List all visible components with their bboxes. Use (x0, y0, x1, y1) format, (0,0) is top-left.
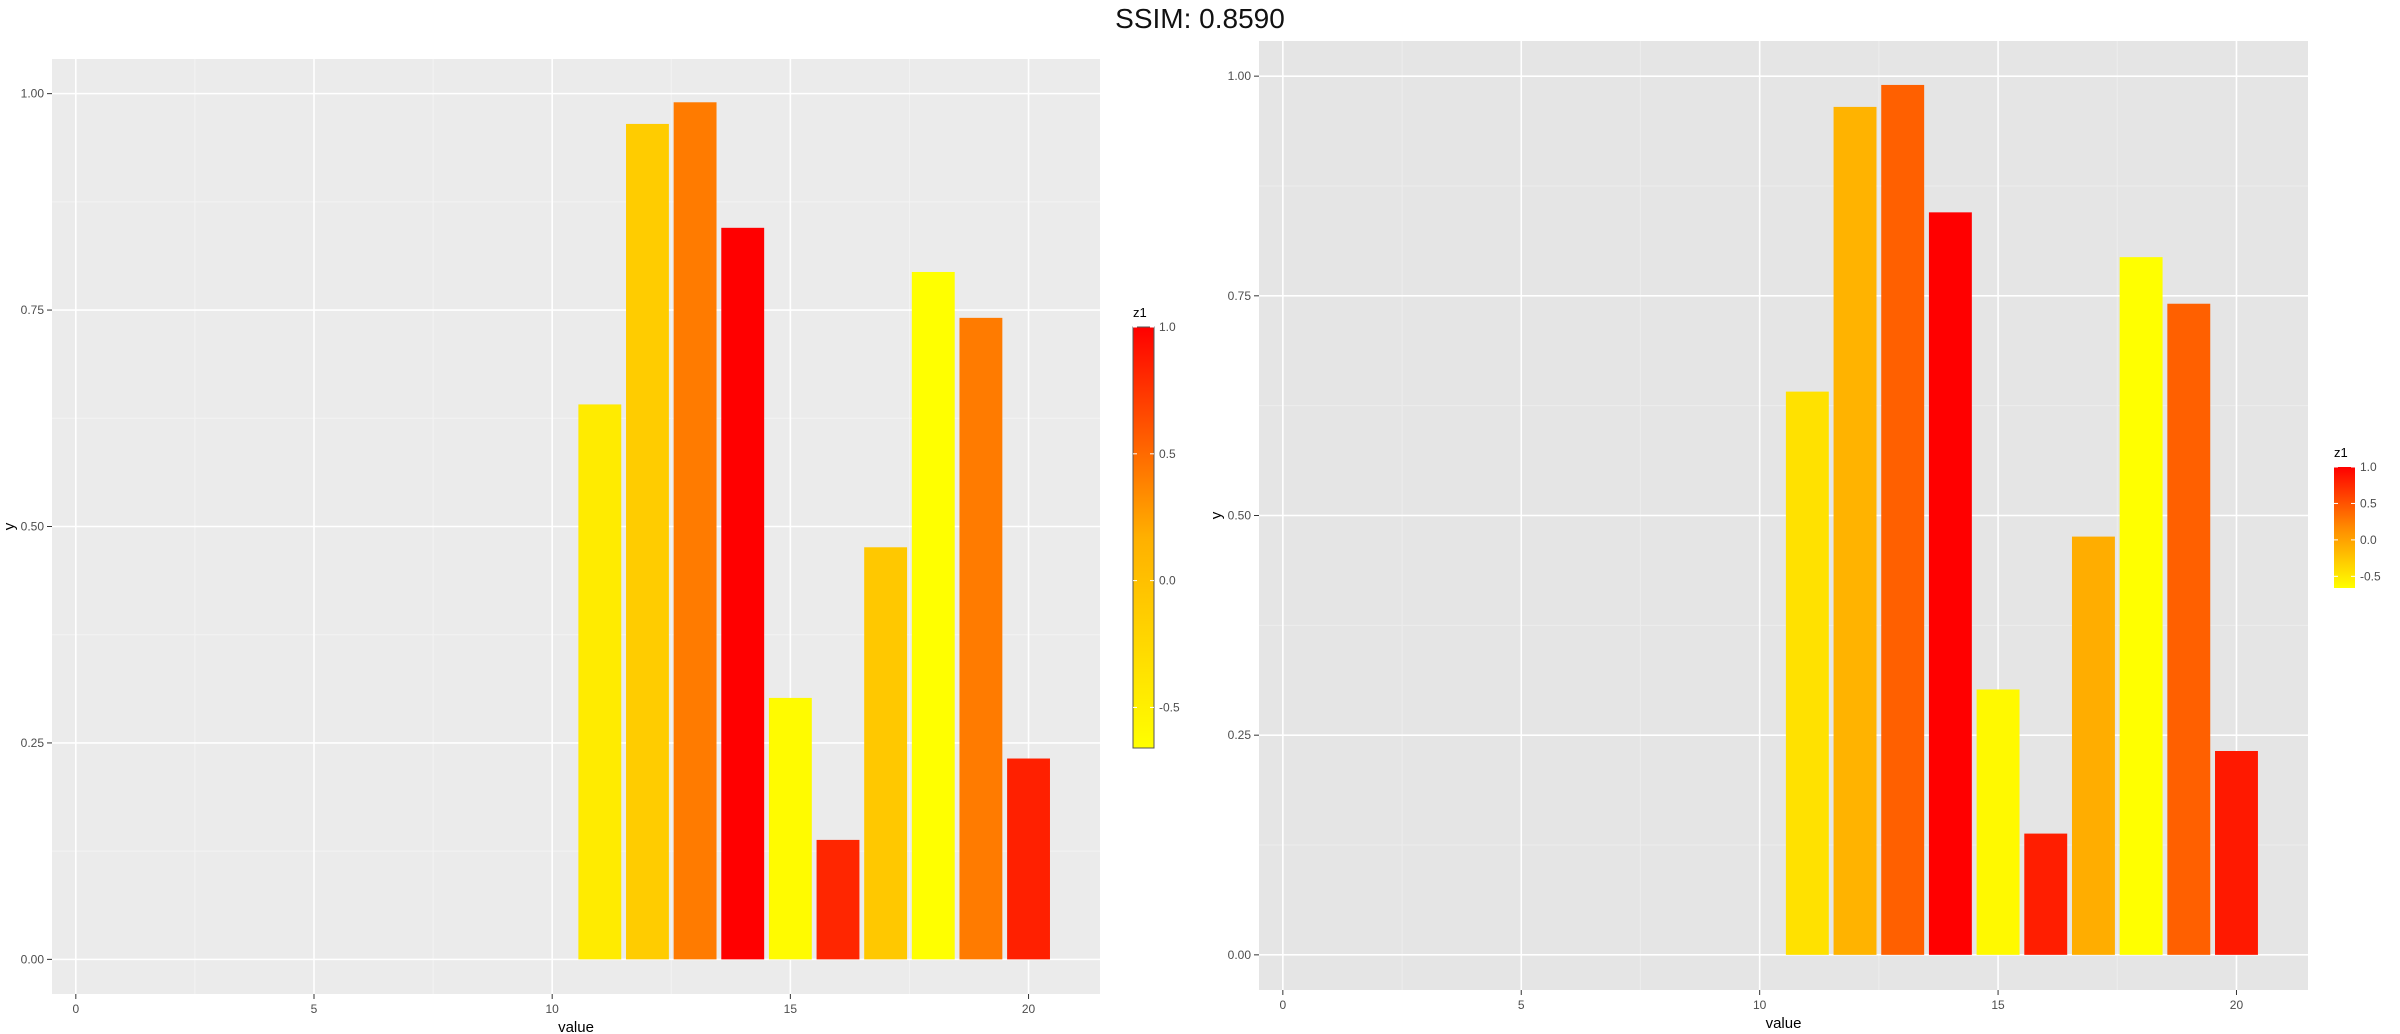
bar-15 (768, 697, 812, 960)
y-tick-label: 0.50 (21, 520, 45, 534)
bar-12 (626, 123, 669, 960)
x-tick-label: 0 (72, 1002, 79, 1016)
y-tick-label: 0.75 (21, 303, 45, 317)
bar-19 (2167, 303, 2211, 955)
bar-14 (1928, 212, 1972, 955)
x-tick-label: 15 (784, 1002, 798, 1016)
x-tick-label: 10 (546, 1002, 560, 1016)
y-tick-label: 0.00 (21, 952, 45, 966)
bar-20 (1007, 758, 1050, 960)
bar-16 (2024, 833, 2068, 955)
y-tick-label: 0.25 (21, 736, 45, 750)
legend-tick-label: 1.0 (2360, 460, 2377, 474)
x-tick-label: 15 (1991, 998, 2005, 1012)
legend-tick-label: -0.5 (1159, 700, 1180, 714)
x-tick-label: 20 (1022, 1002, 1036, 1016)
y-tick-label: 1.00 (21, 87, 45, 101)
legend-colorbar (1132, 326, 1155, 749)
y-tick-label: 0.75 (1228, 289, 1252, 303)
bar-12 (1833, 106, 1877, 955)
bar-14 (721, 227, 765, 960)
x-tick-label: 0 (1279, 998, 1286, 1012)
x-axis-title: value (1766, 1015, 1802, 1032)
x-tick-label: 5 (1518, 998, 1525, 1012)
bar-15 (1976, 689, 2020, 955)
legend-tick-label: 0.0 (1159, 574, 1176, 588)
y-tick-label: 0.00 (1228, 948, 1252, 962)
bar-17 (864, 547, 908, 960)
bar-18 (911, 271, 955, 960)
bar-16 (816, 839, 860, 960)
legend-tick-label: -0.5 (2360, 569, 2381, 583)
y-axis-title: y (1208, 511, 1225, 519)
x-axis-title: value (558, 1019, 594, 1034)
bar-19 (959, 317, 1003, 960)
y-tick-label: 1.00 (1228, 69, 1252, 83)
legend-tick-label: 0.5 (2360, 496, 2377, 510)
x-tick-label: 5 (311, 1002, 318, 1016)
bar-13 (673, 102, 717, 960)
legend-title: z1 (1133, 305, 1147, 320)
bar-18 (2119, 257, 2163, 955)
bar-17 (2071, 536, 2115, 955)
x-tick-label: 20 (2230, 998, 2244, 1012)
legend-tick-label: 1.0 (1159, 320, 1176, 334)
bar-13 (1881, 84, 1925, 955)
bar-20 (2215, 750, 2258, 955)
legend-title: z1 (2334, 445, 2348, 460)
y-tick-label: 0.25 (1228, 728, 1252, 742)
y-tick-label: 0.50 (1228, 509, 1252, 523)
legend-tick-label: 0.0 (2360, 533, 2377, 547)
legend-colorbar (2334, 467, 2355, 588)
bar-11 (578, 404, 622, 960)
x-tick-label: 10 (1753, 998, 1767, 1012)
bar-11 (1785, 391, 1829, 955)
y-axis-title: y (1, 522, 18, 530)
legend-tick-label: 0.5 (1159, 447, 1176, 461)
page-title: SSIM: 0.8590 (1115, 3, 1285, 34)
left-chart: 0 5 10 15 20 0.00 0.25 0.50 0.75 1.00 value y z1 1.0 0… (1, 59, 1180, 1034)
right-chart: 0 5 10 15 20 0.00 0.25 0.50 0.75 1.00 value y z1 1.0 0… (1208, 41, 2381, 1032)
